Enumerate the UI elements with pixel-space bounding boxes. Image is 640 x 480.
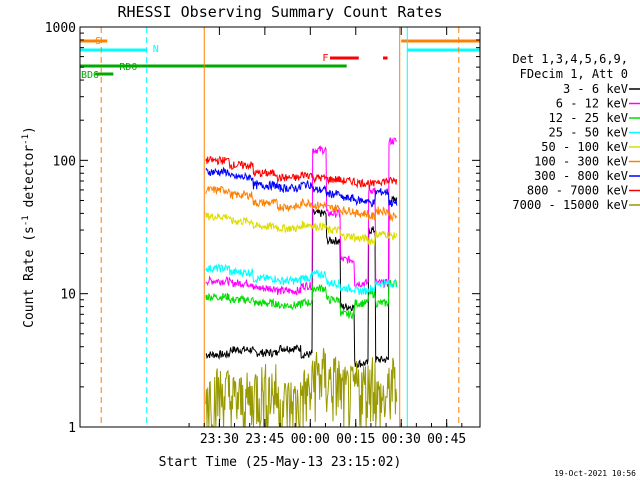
legend-entry-label: 100 - 300 keV: [534, 155, 628, 169]
plot-frame: [79, 26, 481, 428]
y-tick-label: 10: [60, 288, 76, 303]
legend-entry-label: 7000 - 15000 keV: [512, 198, 628, 212]
y-tick-label: 1000: [45, 21, 76, 36]
x-ticks: 23:30 23:45 00:00 00:15 00:30 00:45: [188, 27, 466, 447]
render-timestamp: 19-Oct-2021 10:56: [554, 469, 636, 478]
instrument-flags: S N F RD0 BD6: [80, 36, 480, 81]
x-tick-label: 23:30: [200, 432, 239, 447]
legend-entry-label: 12 - 25 keV: [549, 111, 628, 125]
legend-entry-label: 3 - 6 keV: [563, 82, 628, 96]
series-line: [205, 347, 398, 428]
legend-entry-label: 6 - 12 keV: [556, 97, 628, 111]
flag-label: N: [153, 44, 159, 55]
chart-title: RHESSI Observing Summary Count Rates: [117, 3, 442, 21]
flag-label: S: [95, 36, 101, 47]
legend-header-1: Det 1,3,4,5,6,9,: [512, 52, 628, 66]
series-line: [205, 137, 397, 296]
x-tick-label: 00:45: [427, 432, 466, 447]
series-line: [205, 155, 398, 189]
y-tick-label: 100: [53, 154, 76, 169]
x-tick-label: 00:15: [336, 432, 375, 447]
series-line: [205, 185, 398, 223]
flag-label: F: [322, 53, 328, 64]
legend-entry-label: 300 - 800 keV: [534, 169, 628, 183]
legend-entry-label: 50 - 100 keV: [541, 140, 628, 154]
flag-label: RD0: [119, 62, 137, 73]
x-tick-label: 23:45: [245, 432, 284, 447]
series-line: [205, 263, 398, 296]
series-line: [205, 212, 398, 246]
x-tick-label: 00:30: [382, 432, 421, 447]
legend-header-2: FDecim 1, Att 0: [520, 67, 628, 81]
series-line: [205, 279, 398, 320]
y-axis-label: Count Rate (s-1 detector-1): [21, 126, 37, 328]
night-markers: [79, 27, 460, 427]
series-line: [205, 195, 398, 369]
series-line: [205, 166, 398, 208]
flag-label: BD6: [81, 70, 99, 81]
legend-entry-label: 800 - 7000 keV: [527, 184, 628, 198]
y-tick-label: 1: [68, 421, 76, 436]
x-tick-label: 00:00: [291, 432, 330, 447]
x-axis-label: Start Time (25-May-13 23:15:02): [159, 455, 402, 470]
series-lines: [205, 137, 398, 428]
legend-entry-label: 25 - 50 keV: [549, 126, 628, 140]
y-ticks: 1 10 100 1000: [45, 21, 480, 436]
